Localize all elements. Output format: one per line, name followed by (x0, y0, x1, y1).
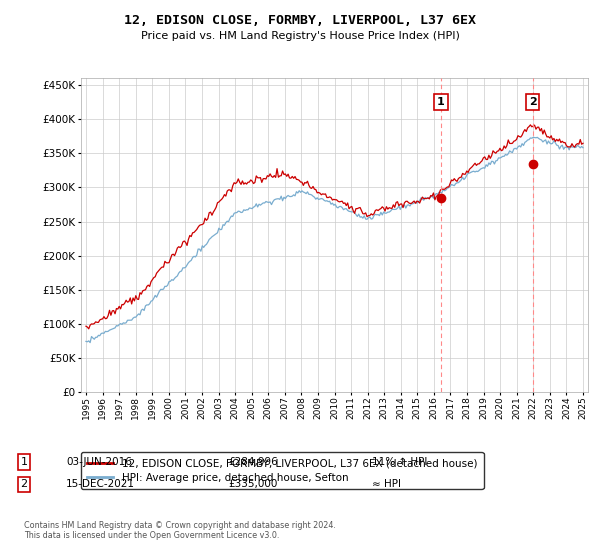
Legend: 12, EDISON CLOSE, FORMBY, LIVERPOOL, L37 6EX (detached house), HPI: Average pric: 12, EDISON CLOSE, FORMBY, LIVERPOOL, L37… (81, 452, 484, 489)
Text: 11% ↑ HPI: 11% ↑ HPI (372, 457, 427, 467)
Text: ≈ HPI: ≈ HPI (372, 479, 401, 489)
Text: 1: 1 (20, 457, 28, 467)
Text: 12, EDISON CLOSE, FORMBY, LIVERPOOL, L37 6EX: 12, EDISON CLOSE, FORMBY, LIVERPOOL, L37… (124, 14, 476, 27)
Text: 2: 2 (529, 97, 536, 108)
Text: 15-DEC-2021: 15-DEC-2021 (66, 479, 135, 489)
Text: £335,000: £335,000 (228, 479, 277, 489)
Text: Contains HM Land Registry data © Crown copyright and database right 2024.
This d: Contains HM Land Registry data © Crown c… (24, 521, 336, 540)
Text: 2: 2 (20, 479, 28, 489)
Text: 03-JUN-2016: 03-JUN-2016 (66, 457, 132, 467)
Text: £284,996: £284,996 (228, 457, 278, 467)
Text: Price paid vs. HM Land Registry's House Price Index (HPI): Price paid vs. HM Land Registry's House … (140, 31, 460, 41)
Text: 1: 1 (437, 97, 445, 108)
